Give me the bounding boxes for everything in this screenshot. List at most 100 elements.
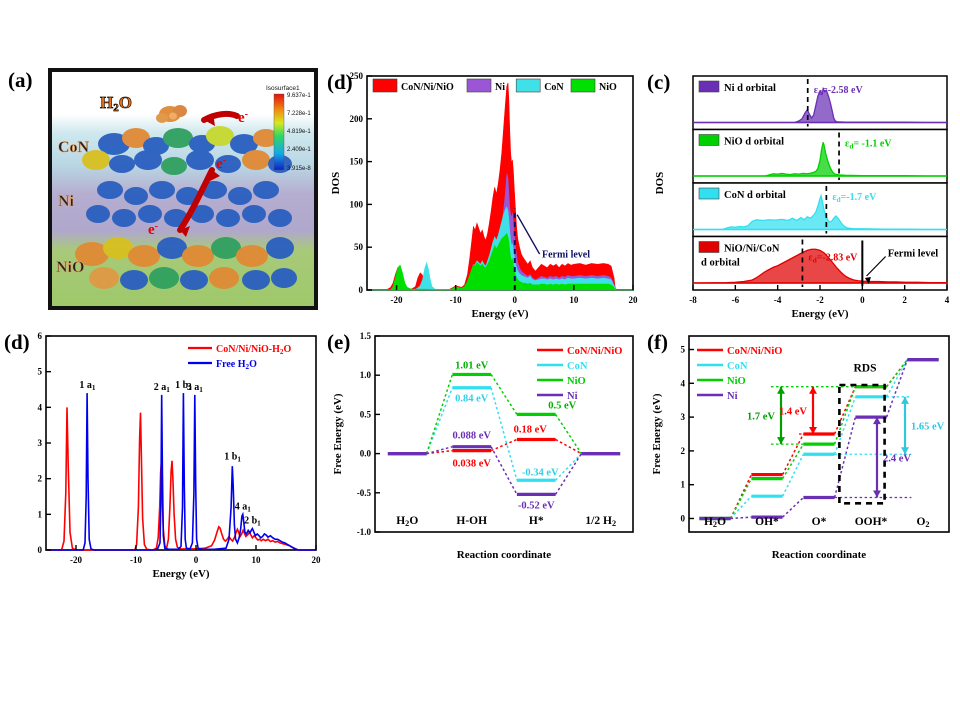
legend-label: CoN/Ni/NiO	[567, 346, 622, 357]
x-tick-label: -6	[732, 295, 740, 305]
arrow-label: 2.4 eV	[883, 453, 911, 464]
y-tick-label: 0	[681, 513, 686, 523]
svg-text:H2O: H2O	[100, 93, 132, 114]
dorb-series-2	[693, 193, 947, 231]
energy-label: 0.5 eV	[548, 400, 576, 411]
pdos-legend: CoN/Ni/NiO-H2O Free H2O	[188, 344, 291, 371]
svg-text:4.819e-1: 4.819e-1	[287, 129, 311, 135]
y-tick-label: 200	[350, 114, 364, 124]
oer-connector	[886, 359, 908, 388]
arrow-head-bottom	[873, 490, 881, 498]
y-axis-title: Free Energy (eV)	[332, 393, 344, 474]
oer-connector	[885, 359, 909, 398]
her-connector	[426, 445, 453, 455]
category-label: O*	[812, 516, 827, 528]
category-label: H2O	[396, 515, 418, 528]
legend-label: CoN	[727, 361, 748, 372]
arrow-head-bottom	[777, 437, 785, 445]
arrow-head-top	[901, 396, 909, 404]
svg-text:Ni: Ni	[58, 193, 75, 210]
energy-label: -0.34 eV	[522, 467, 559, 478]
charge-density-svg: Isosurface1 9.637e-1 7.228e-1 4.819e-1 2…	[52, 72, 314, 306]
peak-label: 3 a1	[187, 382, 204, 394]
y-tick-label: 250	[350, 71, 364, 81]
x-tick-label: -20	[391, 295, 403, 305]
energy-label: 0.088 eV	[453, 431, 492, 442]
fermi-level-label: Fermi level	[888, 249, 939, 260]
fermi-level-pointer	[516, 214, 541, 255]
svg-text:9.637e-1: 9.637e-1	[287, 93, 311, 99]
x-tick-label: -2	[816, 295, 824, 305]
arrow-label: 1.4 eV	[779, 406, 807, 417]
x-tick-label: 0	[860, 295, 865, 305]
her-legend: CoN/Ni/NiO CoN NiO Ni	[537, 346, 622, 402]
pdos-series-1	[46, 393, 316, 551]
dorb-series-3	[692, 248, 948, 284]
arrow-head-bottom	[901, 447, 909, 455]
oer-connector	[833, 416, 857, 498]
fermi-arrow-head	[864, 277, 871, 284]
oer-legend: CoN/Ni/NiO CoN NiO Ni	[697, 346, 782, 402]
arrow-label: 1.7 eV	[747, 411, 775, 422]
y-axis-title: DOS	[654, 172, 666, 195]
her-connector	[555, 453, 582, 481]
d-band-center-label: εd= -1.1 eV	[845, 139, 892, 151]
category-label: H2O	[704, 516, 726, 529]
arrow-head-top	[809, 386, 817, 394]
her-connector	[425, 374, 454, 454]
legend-label: CoN/Ni/NiO-H2O	[216, 344, 291, 356]
dos-chart: Fermi level-20 -10 0 10 20050100150200250Ene…	[330, 71, 638, 320]
legend-label: NiO	[567, 376, 586, 387]
pdos-series-0	[46, 407, 316, 551]
svg-text:Isosurface1: Isosurface1	[266, 85, 300, 92]
rds-label: RDS	[853, 362, 876, 374]
legend-label: Ni	[495, 82, 505, 93]
panel-a-image: Isosurface1 9.637e-1 7.228e-1 4.819e-1 2…	[48, 68, 318, 310]
peak-label: 1 a1	[79, 380, 96, 392]
y-tick-label: 2	[681, 446, 686, 456]
svg-text:e-: e-	[148, 221, 158, 238]
category-label: O2	[916, 516, 929, 529]
arrow-head-bottom	[809, 427, 817, 434]
oer-connector	[729, 478, 753, 519]
svg-text:e-: e-	[216, 155, 226, 172]
x-tick-label: 10	[569, 295, 579, 305]
x-tick-label: 20	[312, 555, 322, 565]
x-axis-title: Reaction coordinate	[457, 549, 552, 561]
x-tick-label: 0	[194, 555, 199, 565]
arrow-label: 1.65 eV	[911, 422, 945, 433]
peak-label: 1 b1	[224, 451, 241, 463]
y-tick-label: 1	[681, 480, 686, 490]
peak-label: 4 a1	[235, 501, 252, 513]
oer-connector	[833, 386, 857, 435]
y-tick-label: 0	[38, 545, 43, 555]
y-tick-label: 2	[38, 474, 43, 484]
y-axis-title: Free Energy (eV)	[651, 393, 663, 474]
oer-connector	[781, 443, 805, 479]
legend-swatch	[515, 78, 541, 93]
oer-free-energy-chart: 1.7 eV 1.4 eV 1.65 eV 2.4 eV RDS 0 1 2 3 4 5 Free E…	[651, 335, 950, 561]
svg-text:CoN: CoN	[58, 139, 90, 156]
y-tick-label: 6	[38, 331, 43, 341]
svg-text:NiO: NiO	[56, 259, 84, 276]
category-label: 1/2 H2	[585, 515, 616, 528]
svg-text:2.409e-1: 2.409e-1	[287, 147, 311, 153]
panel-c-label: (c)	[647, 70, 671, 94]
legend-label: Ni	[567, 391, 578, 402]
dorb-legend-swatch	[698, 134, 720, 146]
x-axis-title: Reaction coordinate	[772, 549, 867, 561]
svg-text:3.915e-8: 3.915e-8	[287, 166, 311, 172]
her-connector	[554, 453, 583, 495]
energy-label: 0.84 eV	[455, 394, 489, 405]
panel-c: (c) Ni d orbital εd=-2.58 eV NiO d orbital…	[645, 60, 960, 322]
plot-frame	[45, 335, 317, 551]
svg-text:e-: e-	[238, 109, 248, 126]
pdos-h2o-chart: -20 -10 0 10 20 0 1 2 3 4 5 6 Energy (eV) 1 a1 2 a1 1 b…	[38, 331, 322, 580]
panel-d-bottom-label: (d)	[4, 330, 30, 354]
x-tick-label: -4	[774, 295, 782, 305]
energy-label: 0.038 eV	[453, 459, 492, 470]
category-label: H-OH	[456, 515, 487, 527]
y-tick-label: 0	[359, 285, 364, 295]
y-tick-label: 3	[681, 412, 686, 422]
rds-box	[838, 383, 886, 505]
